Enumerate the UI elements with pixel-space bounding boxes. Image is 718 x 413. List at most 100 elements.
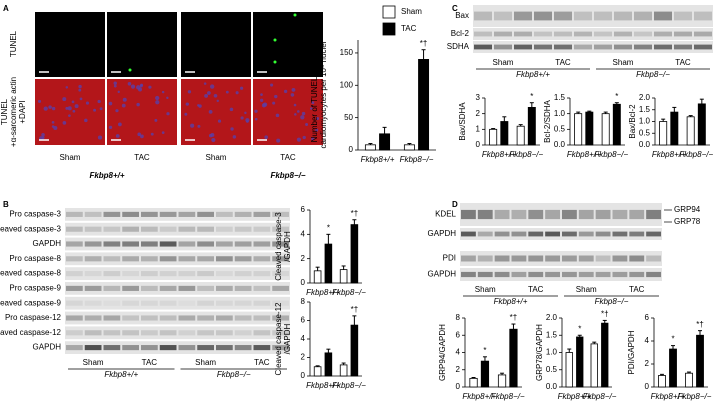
- y-tick-label: 1.5: [546, 330, 558, 339]
- group-label: TAC: [528, 285, 544, 294]
- blot-band: [234, 211, 252, 217]
- y-tick-label: 8: [301, 297, 306, 306]
- blot-band: [629, 209, 645, 220]
- blot-band: [646, 231, 661, 237]
- x-tick-label: Fkbp8−/−: [400, 155, 434, 164]
- blot-band: [84, 285, 102, 291]
- blot-band: [84, 226, 102, 232]
- genotype-label: Fkbp8−/−: [270, 171, 305, 180]
- significance-marker: *: [530, 92, 533, 101]
- blot-band: [197, 330, 214, 336]
- significance-marker: *†: [510, 313, 518, 322]
- nucleus: [65, 86, 69, 89]
- blot-label: Cleaved caspase-3: [0, 224, 62, 233]
- nucleus: [262, 102, 268, 107]
- y-tick-label: 0: [476, 140, 481, 149]
- blot-band: [272, 315, 289, 321]
- blot-band: [197, 226, 214, 232]
- blot-band: [253, 226, 271, 232]
- blot-label: Pro caspase-9: [9, 284, 61, 293]
- nucleus: [161, 90, 165, 94]
- nucleus: [72, 109, 76, 113]
- nucleus: [296, 137, 301, 142]
- y-axis-label: GRP78/GAPDH: [535, 324, 544, 381]
- nucleus: [108, 101, 113, 106]
- nucleus: [62, 97, 67, 102]
- nucleus: [117, 90, 120, 94]
- blot-band: [178, 211, 196, 217]
- bar: [480, 360, 490, 388]
- blot-band: [574, 11, 592, 21]
- group-label: Sham: [493, 58, 514, 67]
- nucleus: [113, 81, 117, 85]
- genotype-label: Fkbp8−/−: [217, 370, 251, 379]
- blot-band: [253, 285, 271, 291]
- blot-band: [545, 255, 560, 262]
- blot-band: [122, 285, 139, 291]
- micrograph-tunel: [107, 12, 177, 77]
- blot-band: [159, 256, 177, 262]
- significance-marker: *: [615, 92, 618, 101]
- nucleus: [207, 91, 211, 95]
- blot-band: [66, 345, 83, 351]
- blot-band: [141, 315, 158, 321]
- blot-band: [595, 271, 611, 278]
- blot-band: [272, 345, 289, 351]
- blot-band: [534, 31, 552, 37]
- y-tick-label: 1.0: [554, 109, 566, 118]
- blot-band: [545, 231, 560, 237]
- blot-band: [66, 285, 83, 291]
- blot-band: [103, 300, 121, 306]
- nucleus: [187, 90, 192, 94]
- blot-band: [178, 256, 196, 262]
- blot-band: [84, 330, 102, 336]
- blot-label: KDEL: [435, 210, 456, 219]
- nucleus: [51, 106, 56, 111]
- blot-band: [694, 44, 712, 50]
- nucleus: [78, 84, 82, 89]
- nucleus: [210, 84, 215, 89]
- blot-band: [545, 209, 560, 220]
- blot-label: GAPDH: [428, 270, 457, 279]
- nucleus: [79, 97, 83, 101]
- nucleus: [121, 103, 126, 108]
- blot-band: [216, 285, 233, 291]
- blot-band: [494, 11, 512, 21]
- blot-band: [595, 255, 611, 262]
- blot-band: [216, 271, 233, 277]
- nucleus: [232, 135, 237, 139]
- blot-band: [494, 31, 512, 37]
- blot-band: [253, 271, 271, 277]
- y-tick-label: 0.0: [639, 140, 651, 149]
- blot-band: [253, 315, 271, 321]
- blot-band: [122, 241, 139, 247]
- y-tick-label: 2.0: [639, 93, 651, 102]
- blot-band: [272, 330, 289, 336]
- blot-band: [554, 44, 572, 50]
- nucleus: [311, 101, 315, 105]
- group-label: Sham: [206, 153, 227, 162]
- nucleus: [274, 94, 278, 99]
- y-tick-label: 4: [456, 348, 461, 357]
- blot-band: [253, 241, 271, 247]
- blot-label: Pro caspase-3: [9, 210, 61, 219]
- blot-band: [253, 300, 271, 306]
- nucleus: [139, 84, 143, 88]
- blot-band: [216, 315, 233, 321]
- micrograph-merge: [107, 79, 177, 145]
- blot-band: [122, 256, 139, 262]
- bar: [601, 322, 609, 388]
- nucleus: [43, 106, 48, 111]
- blot-band: [654, 11, 672, 21]
- blot-strip: [473, 41, 713, 53]
- nucleus: [150, 132, 154, 136]
- blot-band: [574, 44, 592, 50]
- row-label: +DAPI: [18, 100, 27, 123]
- bar: [527, 107, 536, 146]
- blot-band: [197, 300, 214, 306]
- blot-band: [141, 241, 158, 247]
- nucleus: [305, 122, 309, 126]
- x-tick-label: Fkbp8+/+: [482, 150, 516, 159]
- bar: [489, 128, 498, 146]
